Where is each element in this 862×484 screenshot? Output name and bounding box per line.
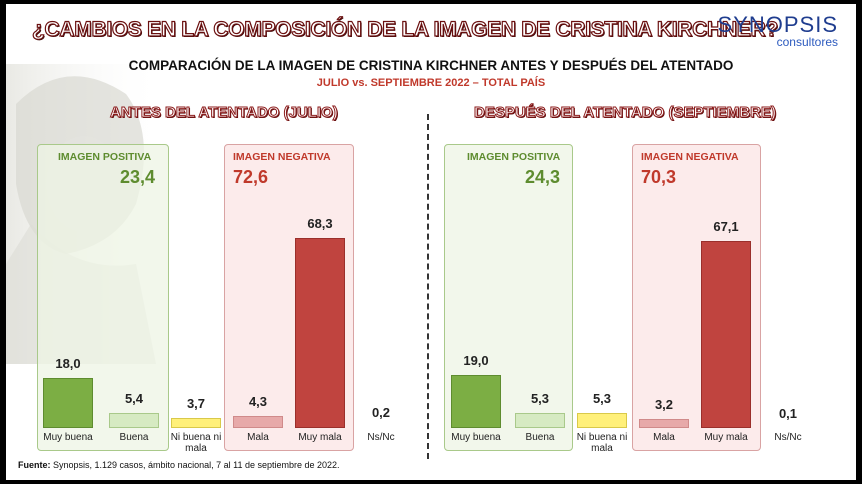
subtitle: COMPARACIÓN DE LA IMAGEN DE CRISTINA KIR… <box>128 58 734 73</box>
bar-muy-buena <box>43 377 93 428</box>
bar-muy-mala <box>295 238 345 428</box>
subtitle-period: JULIO vs. SEPTIEMBRE 2022 – TOTAL PAÍS <box>316 77 546 89</box>
bar-value-label: 67,1 <box>713 219 739 235</box>
bar-value-label: 68,3 <box>307 216 333 231</box>
category-label: Ns/Nc <box>774 432 802 443</box>
footer-source: Fuente: Synopsis, 1.129 casos, ámbito na… <box>18 460 340 470</box>
bar-value-label: 19,0 <box>463 353 489 369</box>
category-label: Mala <box>247 432 269 443</box>
bar-value-label: 5,3 <box>592 391 612 407</box>
category-label: Muy buena <box>451 432 501 443</box>
logo-sub: consultores <box>776 35 838 49</box>
category-label: Muy mala <box>704 432 748 443</box>
bar-value-label: 0,1 <box>778 405 798 421</box>
bar-value-label: 3,2 <box>654 397 674 413</box>
bar-value-label: 18,0 <box>55 355 81 371</box>
category-label: Ns/Nc <box>367 432 395 443</box>
category-label: Mala <box>653 432 675 443</box>
bar-ni-buena-ni-mala <box>577 413 627 428</box>
section-divider <box>427 114 429 459</box>
slide: ¿CAMBIOS EN LA COMPOSICIÓN DE LA IMAGEN … <box>6 4 856 480</box>
category-label: Ni buena ni mala <box>170 432 222 454</box>
section-title-before: ANTES DEL ATENTADO (JULIO) <box>110 104 339 122</box>
category-label: Buena <box>525 432 555 443</box>
bar-mala <box>639 419 689 428</box>
bar-buena <box>515 413 565 428</box>
logo: SYNOPSIS consultores <box>717 12 838 49</box>
bar-value-label: 5,4 <box>124 390 144 406</box>
bar-ni-buena-ni-mala <box>171 417 221 428</box>
positive-value: 24,3 <box>525 167 561 187</box>
negative-value: 70,3 <box>641 167 677 187</box>
negative-label: IMAGEN NEGATIVA <box>641 151 739 163</box>
footer-text: Synopsis, 1.129 casos, ámbito nacional, … <box>50 460 340 470</box>
section-title-after: DESPUÉS DEL ATENTADO (SEPTIEMBRE) <box>474 104 777 122</box>
bar-value-label: 5,3 <box>530 391 550 407</box>
bar-value-label: 4,3 <box>248 394 268 410</box>
category-label: Ni buena ni mala <box>576 432 628 454</box>
negative-value: 72,6 <box>233 167 269 187</box>
positive-value: 23,4 <box>120 167 156 187</box>
category-label: Muy buena <box>43 432 93 443</box>
negative-label: IMAGEN NEGATIVA <box>233 151 331 163</box>
bar-muy-buena <box>451 375 501 428</box>
bar-muy-mala <box>701 241 751 428</box>
bar-value-label: 3,7 <box>186 395 206 411</box>
bar-buena <box>109 412 159 428</box>
positive-label: IMAGEN POSITIVA <box>467 151 561 163</box>
footer-label: Fuente: <box>18 460 51 470</box>
bar-value-label: 0,2 <box>371 405 391 421</box>
bar-mala <box>233 416 283 428</box>
logo-name: SYNOPSIS <box>717 12 838 37</box>
category-label: Muy mala <box>298 432 342 443</box>
positive-label: IMAGEN POSITIVA <box>58 151 152 163</box>
main-title: ¿CAMBIOS EN LA COMPOSICIÓN DE LA IMAGEN … <box>31 17 778 41</box>
category-label: Buena <box>119 432 149 443</box>
